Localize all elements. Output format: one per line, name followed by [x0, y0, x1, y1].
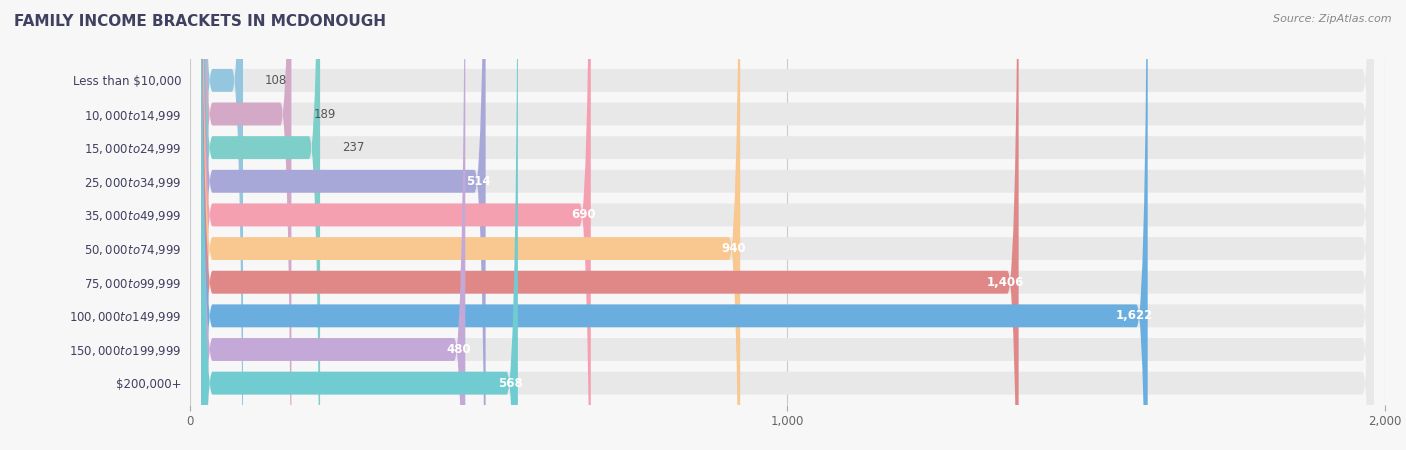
FancyBboxPatch shape — [201, 0, 1374, 450]
FancyBboxPatch shape — [201, 0, 1374, 450]
FancyBboxPatch shape — [201, 0, 291, 450]
Text: 189: 189 — [314, 108, 336, 121]
FancyBboxPatch shape — [201, 0, 1374, 450]
Text: 480: 480 — [446, 343, 471, 356]
FancyBboxPatch shape — [201, 0, 591, 450]
Text: 690: 690 — [571, 208, 596, 221]
FancyBboxPatch shape — [201, 0, 465, 450]
FancyBboxPatch shape — [201, 0, 1374, 450]
Text: 568: 568 — [499, 377, 523, 390]
Text: 1,622: 1,622 — [1116, 309, 1153, 322]
FancyBboxPatch shape — [201, 0, 485, 450]
Text: 940: 940 — [721, 242, 745, 255]
FancyBboxPatch shape — [201, 0, 1374, 450]
FancyBboxPatch shape — [201, 0, 1374, 450]
Text: 1,406: 1,406 — [987, 276, 1024, 289]
FancyBboxPatch shape — [201, 0, 517, 450]
FancyBboxPatch shape — [201, 0, 1374, 450]
FancyBboxPatch shape — [201, 0, 1374, 450]
FancyBboxPatch shape — [201, 0, 1374, 450]
Text: FAMILY INCOME BRACKETS IN MCDONOUGH: FAMILY INCOME BRACKETS IN MCDONOUGH — [14, 14, 387, 28]
Text: 237: 237 — [342, 141, 364, 154]
FancyBboxPatch shape — [201, 0, 321, 450]
FancyBboxPatch shape — [201, 0, 1374, 450]
FancyBboxPatch shape — [201, 0, 243, 450]
Text: 514: 514 — [467, 175, 491, 188]
FancyBboxPatch shape — [201, 0, 740, 450]
FancyBboxPatch shape — [201, 0, 1147, 450]
Text: 108: 108 — [266, 74, 287, 87]
Text: Source: ZipAtlas.com: Source: ZipAtlas.com — [1274, 14, 1392, 23]
FancyBboxPatch shape — [201, 0, 1018, 450]
